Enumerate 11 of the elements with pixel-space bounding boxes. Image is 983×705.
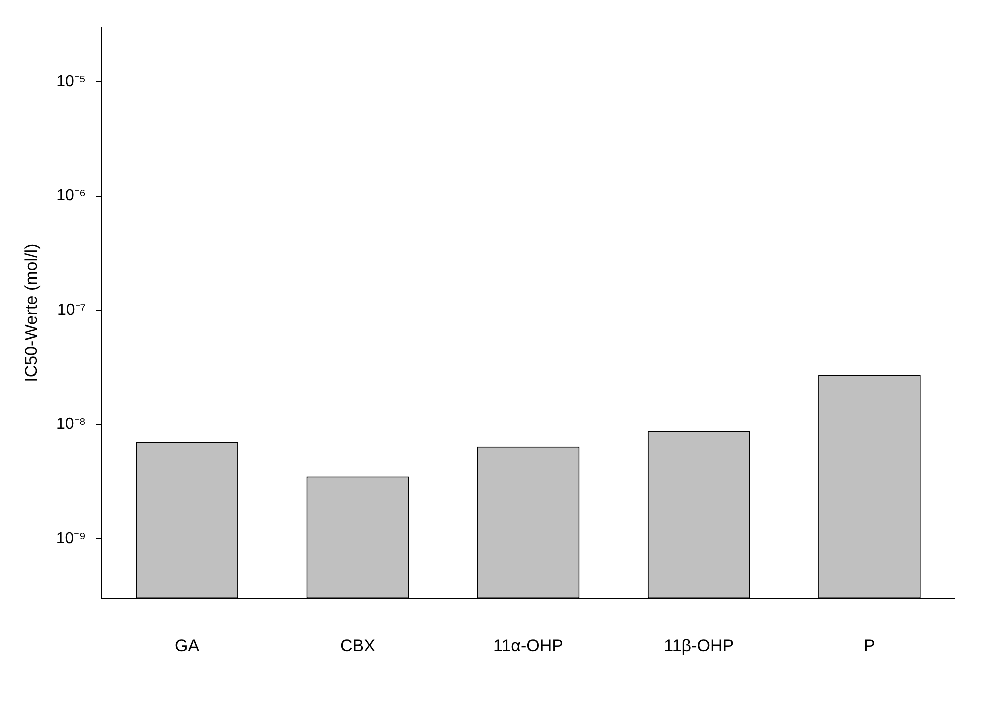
x-tick-label: 11β-OHP [664, 636, 734, 656]
y-tick-label: 10⁻⁶ [56, 188, 86, 205]
x-tick-label: CBX [340, 636, 376, 656]
x-tick-label: GA [175, 636, 200, 656]
y-tick-label: 10⁻⁸ [56, 416, 86, 434]
y-tick-label: 10⁻⁵ [56, 73, 86, 90]
y-tick-label: 10⁻⁹ [56, 530, 86, 548]
x-tick-label: P [864, 636, 876, 656]
y-axis-title: IC50-Werte (mol/l) [22, 244, 41, 382]
y-tick-label: 10⁻⁷ [57, 302, 86, 319]
x-tick-label: 11α-OHP [494, 636, 564, 656]
